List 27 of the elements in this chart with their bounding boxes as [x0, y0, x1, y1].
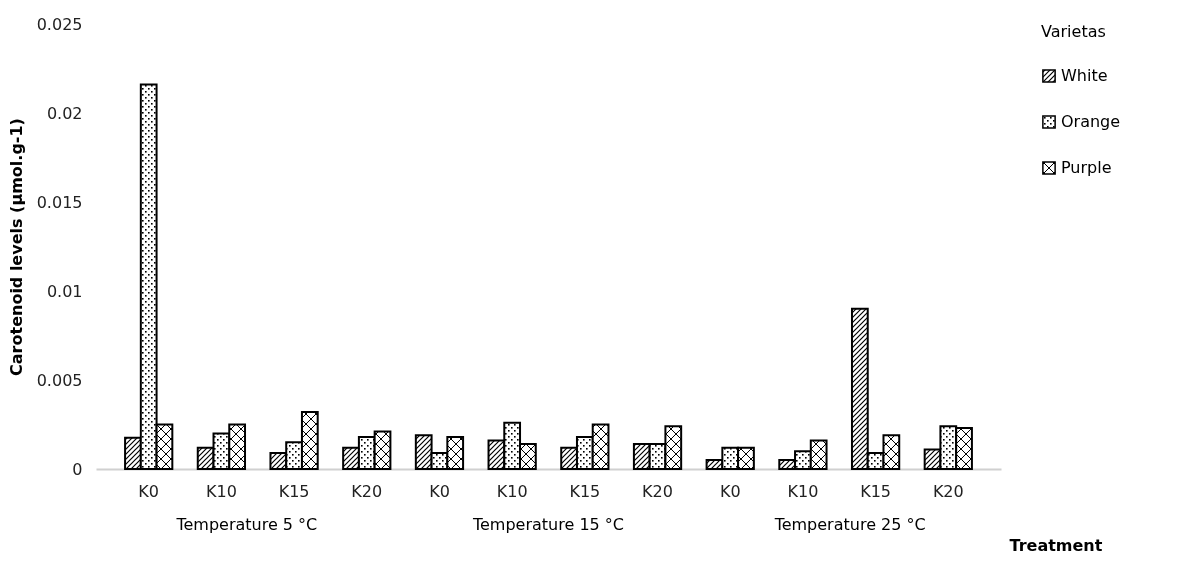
text: Temperature 15 °C: [471, 515, 625, 534]
x-tick-label: K0: [138, 481, 160, 501]
x-tick-label: K0: [719, 481, 741, 501]
x-tick-label: K20: [932, 481, 964, 501]
x-axis-title: Treatment: [1009, 535, 1103, 555]
x-tick-label: K20: [642, 481, 673, 501]
legend-title: Varietas: [1041, 22, 1106, 41]
x-tick-label: K15: [860, 481, 892, 501]
x-tick-label: K10: [787, 481, 819, 501]
x-tick-label: K0: [429, 481, 450, 501]
x-tick-label: K10: [496, 481, 528, 501]
x-tick-label: K10: [205, 481, 237, 501]
x-tick-label: K20: [351, 481, 383, 501]
y-tick-label: 0.01: [46, 281, 83, 301]
legend-label: Purple: [1061, 158, 1112, 177]
text: Temperature 25 °C: [773, 515, 926, 534]
x-tick-label: K15: [278, 481, 310, 501]
y-tick-label: 0.02: [46, 103, 83, 123]
y-tick-label: 0: [72, 459, 83, 479]
text: Temperature 5 °C: [175, 515, 318, 534]
legend-label: Orange: [1061, 112, 1121, 131]
y-tick-label: 0.025: [36, 14, 83, 34]
y-tick-label: 0.015: [36, 192, 83, 212]
y-tick-label: 0.005: [36, 370, 83, 390]
legend-label: White: [1061, 66, 1108, 85]
x-tick-label: K15: [569, 481, 601, 501]
y-axis-title: Carotenoid levels (µmol.g-1): [6, 118, 26, 376]
